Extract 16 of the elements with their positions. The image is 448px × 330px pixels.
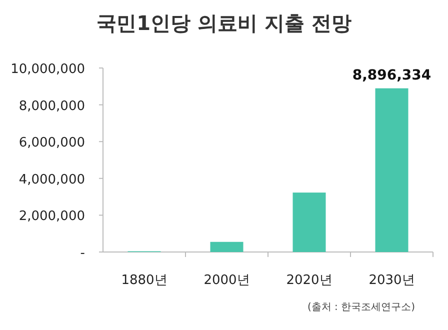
- bar: [210, 242, 244, 252]
- bar: [292, 192, 326, 252]
- x-tick-label: 1880년: [121, 273, 168, 288]
- y-tick-label: 10,000,000: [10, 62, 85, 77]
- y-tick-label: 2,000,000: [18, 209, 85, 224]
- x-tick-label: 2030년: [368, 273, 415, 288]
- x-tick-label: 2000년: [204, 273, 250, 288]
- data-label: 8,896,334: [352, 67, 432, 84]
- y-tick-label: 6,000,000: [18, 136, 85, 151]
- bar: [375, 88, 408, 252]
- chart-title: 국민1인당 의료비 지출 전망: [96, 11, 352, 35]
- y-tick-label: 4,000,000: [18, 172, 85, 188]
- x-tick-label: 2020년: [286, 273, 332, 288]
- y-tick-label: 8,000,000: [18, 98, 85, 114]
- text: (출처 : 한국조세연구소): [307, 302, 416, 313]
- y-tick-label: -: [80, 246, 86, 261]
